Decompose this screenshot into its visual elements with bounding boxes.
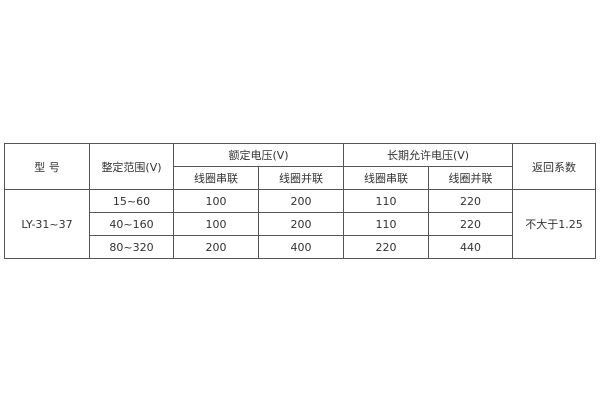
- rated-series-cell: 200: [173, 235, 259, 259]
- rated-series-cell: 100: [173, 212, 259, 236]
- table-row: 80~320 200 400 220 440: [5, 235, 596, 259]
- header-rated-voltage: 额定电压(V): [172, 143, 345, 167]
- subheader-rated-parallel: 线圈并联: [257, 166, 345, 190]
- header-setting-range: 整定范围(V): [89, 143, 174, 190]
- subheader-long-parallel: 线圈并联: [428, 166, 514, 190]
- header-model: 型 号: [4, 143, 90, 190]
- subheader-rated-series: 线圈串联: [173, 166, 259, 190]
- long-parallel-cell: 220: [428, 212, 514, 236]
- header-row: 型 号 整定范围(V) 额定电压(V) 长期允许电压(V) 返回系数: [4, 143, 597, 190]
- model-cell: LY-31~37: [4, 189, 90, 259]
- rated-parallel-cell: 200: [257, 189, 345, 213]
- rated-parallel-cell: 200: [257, 212, 345, 236]
- long-parallel-cell: 220: [428, 189, 514, 213]
- return-coefficient-cell: 不大于1.25: [512, 189, 597, 259]
- subheader-long-series: 线圈串联: [343, 166, 430, 190]
- long-series-cell: 110: [343, 189, 430, 213]
- rated-series-cell: 100: [173, 189, 259, 213]
- table-row: 40~160 100 200 110 220: [5, 212, 596, 236]
- long-series-cell: 220: [343, 235, 430, 259]
- long-parallel-cell: 440: [428, 235, 514, 259]
- table-row: LY-31~37 15~60 100 200 110 220 不大于1.25: [4, 189, 597, 259]
- header-long-term-voltage: 长期允许电压(V): [343, 143, 514, 167]
- long-series-cell: 110: [343, 212, 430, 236]
- range-cell: 40~160: [89, 212, 174, 236]
- range-cell: 80~320: [89, 235, 174, 259]
- subheader-row: 线圈串联 线圈并联 线圈串联 线圈并联: [5, 166, 596, 190]
- range-cell: 15~60: [89, 189, 174, 213]
- header-return-coefficient: 返回系数: [512, 143, 597, 190]
- spec-table: 型 号 整定范围(V) 额定电压(V) 长期允许电压(V) 返回系数 线圈串联 …: [4, 143, 597, 259]
- rated-parallel-cell: 400: [257, 235, 345, 259]
